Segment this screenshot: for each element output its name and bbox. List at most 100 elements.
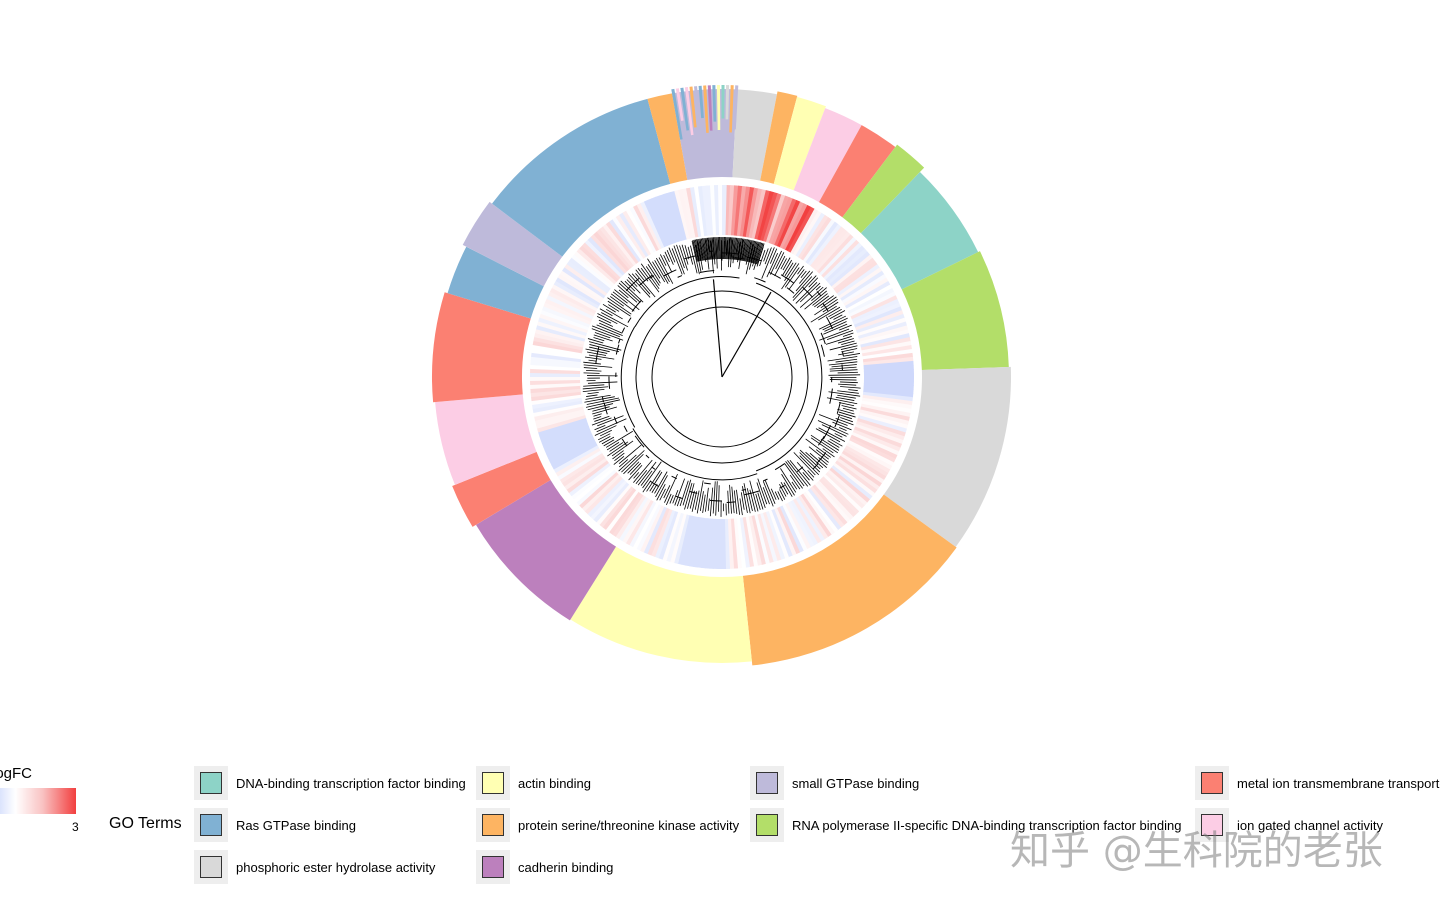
legend-label: metal ion transmembrane transporter acti…	[1237, 775, 1440, 791]
tree-node-arc	[744, 490, 760, 496]
tree-leaf-branch	[654, 471, 668, 494]
tree-leaf-branch	[589, 344, 620, 353]
logfc-cell	[590, 233, 628, 274]
logfc-cell	[852, 302, 901, 326]
tree-leaf-branch	[818, 414, 848, 426]
tree-leaf-branch	[640, 267, 660, 293]
tree-leaf-branch	[591, 417, 612, 426]
tree-leaf-branch	[642, 461, 662, 489]
tree-leaf-branch	[751, 241, 758, 263]
legend-swatch	[1201, 772, 1223, 794]
logfc-cell	[742, 517, 755, 568]
go-term-segment	[452, 451, 551, 527]
tree-leaf-branch	[799, 286, 824, 308]
tree-node-arc	[595, 346, 600, 364]
logfc-cell	[800, 217, 833, 261]
logfc-cell	[847, 440, 894, 467]
tree-leaf-branch	[640, 470, 653, 486]
tree-leaf-branch	[709, 237, 713, 260]
tree-leaf-branch	[782, 259, 793, 276]
tree-leaf-branch	[608, 304, 620, 312]
tree-leaf-branch	[584, 356, 602, 360]
tree-leaf-branch	[586, 369, 602, 372]
logfc-cell	[697, 185, 708, 237]
logfc-cell	[805, 221, 839, 265]
go-term-sliver	[721, 85, 725, 119]
logfc-heatmap-ring	[529, 185, 915, 569]
logfc-cell	[563, 457, 608, 490]
logfc-cell	[533, 336, 584, 351]
logfc-cell	[612, 216, 644, 261]
go-terms-legend-title: GO Terms	[109, 815, 182, 832]
tree-leaf-branch	[848, 389, 858, 391]
tree-leaf-branch	[697, 239, 702, 261]
logfc-cell	[581, 473, 621, 512]
tree-leaf-branch	[742, 486, 748, 513]
tree-leaf-branch	[818, 457, 828, 466]
tree-leaf-branch	[707, 498, 710, 511]
logfc-cell	[662, 193, 682, 242]
tree-node-arc	[618, 338, 621, 344]
tree-leaf-branch	[808, 446, 829, 463]
tree-node-arc	[768, 271, 781, 279]
tree-node-arc	[704, 482, 711, 485]
logfc-cell	[854, 423, 904, 445]
tree-leaf-branch	[755, 242, 763, 264]
logfc-cell	[705, 518, 714, 569]
tree-leaf-branch	[601, 436, 615, 445]
logfc-cell	[615, 494, 646, 540]
logfc-cell	[697, 517, 708, 568]
logfc-cell	[535, 411, 586, 429]
logfc-cell	[809, 486, 845, 528]
logfc-cell	[599, 226, 635, 268]
logfc-cell	[576, 248, 617, 285]
logfc-cell	[647, 198, 671, 247]
go-term-segment	[883, 366, 1011, 547]
tree-leaf-branch	[815, 449, 829, 460]
logfc-cell	[569, 257, 612, 292]
circular-tree-chart	[432, 85, 1011, 666]
logfc-cell	[611, 493, 644, 537]
tree-leaf-branch	[594, 415, 610, 422]
logfc-cell	[541, 426, 590, 448]
tree-leaf-branch	[779, 483, 787, 497]
logfc-cell	[779, 201, 805, 249]
tree-node-arc	[822, 303, 829, 312]
tree-leaf-branch	[633, 459, 653, 483]
tree-leaf-branch	[743, 483, 751, 514]
tree-leaf-branch	[673, 245, 685, 275]
tree-leaf-branch	[785, 461, 805, 487]
tree-leaf-branch	[728, 237, 731, 260]
legend-label: small GTPase binding	[792, 775, 920, 791]
logfc-cell	[859, 409, 909, 426]
legend-swatch	[756, 772, 778, 794]
tree-leaf-branch	[828, 308, 842, 318]
tree-leaf-branch	[593, 337, 605, 342]
logfc-cell	[628, 501, 657, 548]
logfc-cell	[787, 206, 816, 253]
tree-node-arc	[625, 277, 640, 292]
tree-leaf-branch	[703, 238, 708, 261]
tree-leaf-branch	[756, 242, 764, 265]
go-term-segment	[842, 144, 925, 234]
logfc-cell	[812, 484, 848, 526]
tree-leaf-branch	[840, 345, 858, 350]
tree-leaf-branch	[696, 239, 701, 262]
tree-node-arc	[651, 466, 656, 470]
tree-leaf-branch	[799, 449, 821, 470]
tree-leaf-branch	[810, 437, 834, 454]
legend-swatch	[482, 814, 504, 836]
tree-leaf-branch	[672, 489, 679, 504]
tree-leaf-branch	[818, 306, 841, 321]
logfc-cell	[854, 306, 903, 328]
tree-leaf-branch	[747, 240, 753, 262]
logfc-cell	[590, 480, 627, 520]
logfc-cell	[724, 518, 731, 569]
logfc-cell	[534, 408, 585, 425]
tree-leaf-branch	[607, 297, 632, 315]
tree-leaf-branch	[780, 258, 787, 270]
tree-leaf-branch	[819, 328, 850, 341]
tree-leaf-branch	[726, 237, 729, 260]
logfc-cell	[705, 185, 714, 236]
logfc-cell	[685, 516, 699, 567]
